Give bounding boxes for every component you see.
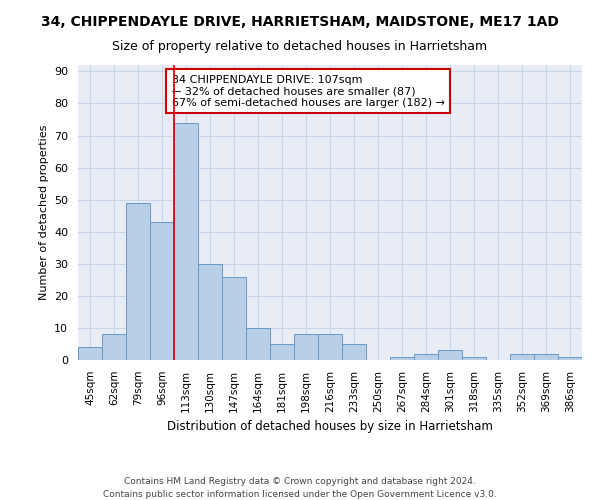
Text: 34 CHIPPENDAYLE DRIVE: 107sqm
← 32% of detached houses are smaller (87)
67% of s: 34 CHIPPENDAYLE DRIVE: 107sqm ← 32% of d…: [172, 74, 445, 108]
Text: 34, CHIPPENDAYLE DRIVE, HARRIETSHAM, MAIDSTONE, ME17 1AD: 34, CHIPPENDAYLE DRIVE, HARRIETSHAM, MAI…: [41, 15, 559, 29]
Bar: [438, 350, 462, 360]
Bar: [126, 203, 150, 360]
Bar: [78, 347, 102, 360]
Bar: [102, 334, 126, 360]
Bar: [270, 344, 294, 360]
Bar: [342, 344, 366, 360]
Text: Contains public sector information licensed under the Open Government Licence v3: Contains public sector information licen…: [103, 490, 497, 499]
Text: Size of property relative to detached houses in Harrietsham: Size of property relative to detached ho…: [112, 40, 488, 53]
Bar: [198, 264, 222, 360]
Bar: [534, 354, 558, 360]
Bar: [150, 222, 174, 360]
Bar: [558, 357, 582, 360]
Bar: [246, 328, 270, 360]
Y-axis label: Number of detached properties: Number of detached properties: [38, 125, 49, 300]
X-axis label: Distribution of detached houses by size in Harrietsham: Distribution of detached houses by size …: [167, 420, 493, 433]
Bar: [390, 357, 414, 360]
Bar: [318, 334, 342, 360]
Bar: [294, 334, 318, 360]
Bar: [414, 354, 438, 360]
Bar: [174, 122, 198, 360]
Text: Contains HM Land Registry data © Crown copyright and database right 2024.: Contains HM Land Registry data © Crown c…: [124, 478, 476, 486]
Bar: [462, 357, 486, 360]
Bar: [510, 354, 534, 360]
Bar: [222, 276, 246, 360]
